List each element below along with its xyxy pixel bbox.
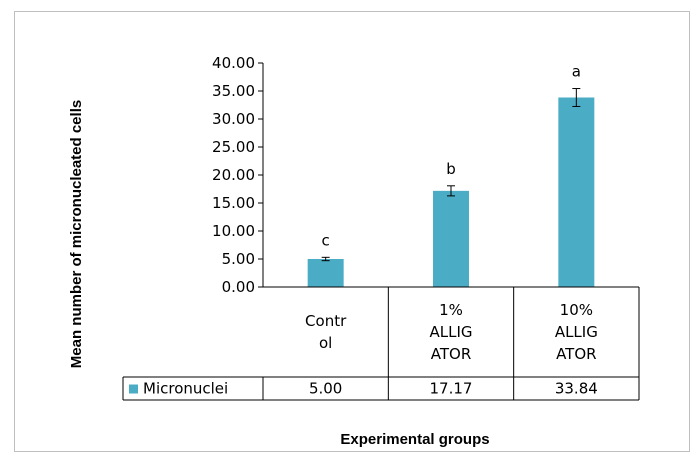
y-tick-label: 35.00 [212, 82, 255, 100]
category-label: Contr ol [305, 312, 347, 352]
bar [433, 190, 469, 287]
chart-frame: Mean number of micronucleated cells 0.00… [14, 11, 690, 452]
y-axis-label: Mean number of micronucleated cells [68, 100, 85, 368]
y-tick-label: 0.00 [222, 278, 255, 296]
y-tick-label: 30.00 [212, 110, 255, 128]
table-value-cell: 5.00 [309, 380, 342, 398]
y-tick-label: 25.00 [212, 138, 255, 156]
y-tick-label: 5.00 [222, 250, 255, 268]
significance-letter: b [446, 160, 456, 178]
bar [558, 97, 595, 287]
y-tick-label: 10.00 [212, 222, 255, 240]
bar [307, 259, 344, 287]
legend-series-name: Micronuclei [143, 380, 228, 398]
category-label: 1% ALLIG ATOR [429, 301, 472, 363]
legend-swatch [129, 384, 138, 394]
significance-letter: a [572, 63, 581, 81]
category-label: 10% ALLIG ATOR [555, 301, 598, 363]
micronuclei-bar-chart: Mean number of micronucleated cells 0.00… [68, 54, 640, 448]
y-tick-label: 40.00 [212, 54, 255, 72]
significance-letter: c [322, 231, 330, 249]
x-axis-label: Experimental groups [340, 431, 489, 448]
y-tick-label: 15.00 [212, 194, 255, 212]
table-value-cell: 17.17 [430, 380, 473, 398]
table-value-cell: 33.84 [555, 380, 598, 398]
y-tick-label: 20.00 [212, 166, 255, 184]
